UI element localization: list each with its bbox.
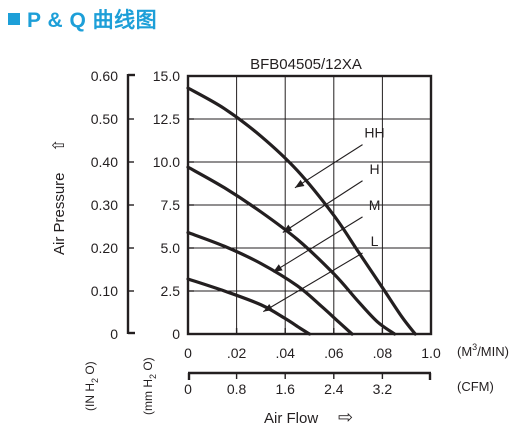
x-cfm-tick-label: 0: [184, 381, 192, 397]
y-in-tick-label: 0.20: [91, 240, 118, 256]
y-axis-title-text: Air Pressure: [51, 172, 68, 255]
y-mm-tick-label: 15.0: [153, 68, 180, 84]
curve-h: [186, 165, 397, 336]
chart-title: BFB04505/12XA: [250, 56, 362, 73]
x-m3-tick-label: 1.0: [421, 345, 441, 361]
curve-label-hh: HH: [364, 125, 384, 141]
callout-arrowhead: [263, 303, 273, 312]
callout-leader: [282, 180, 363, 233]
right-arrow-icon: ⇨: [338, 407, 353, 427]
y-mm-tick-label: 10.0: [153, 154, 180, 170]
x-m3-tick-label: .06: [324, 345, 344, 361]
svg-text:(IN H2 O): (IN H2 O): [83, 361, 100, 411]
x-cfm-tick-label: 2.4: [324, 381, 344, 397]
x-unit-cfm: (CFM): [457, 379, 494, 394]
x-m3-tick-label: .02: [227, 345, 247, 361]
callout-leader: [272, 216, 363, 273]
svg-text:(mm H2 O): (mm H2 O): [141, 357, 158, 415]
up-arrow-icon: ⇧: [51, 139, 68, 152]
y-in-tick-label: 0.10: [91, 283, 118, 299]
x-m3-tick-label: 0: [184, 345, 192, 361]
x-m3-tick-label: .04: [275, 345, 295, 361]
curve-m: [186, 230, 354, 336]
y-mm-tick-label: 7.5: [161, 197, 181, 213]
y-in-tick-label: 0: [110, 326, 118, 342]
y-mm-tick-label: 12.5: [153, 111, 180, 127]
y-in-tick-label: 0.50: [91, 111, 118, 127]
callout-arrowhead: [273, 264, 283, 273]
curves-group: [186, 86, 417, 336]
curve-l: [186, 277, 312, 336]
y-mm-tick-label: 5.0: [161, 240, 181, 256]
x-m3-tick-label: .08: [373, 345, 393, 361]
curve-label-l: L: [371, 233, 379, 249]
callout-leader: [263, 252, 363, 313]
section-header: P & Q 曲线图: [8, 4, 157, 34]
y-mm-tick-label: 2.5: [161, 283, 181, 299]
y-axis-mm-h2o: 0 2.5 5.0 7.5 10.0 12.5 15.0: [153, 68, 194, 342]
callout-arrowhead: [294, 179, 305, 188]
x-axis-cfm: 0 0.8 1.6 2.4 3.2: [184, 371, 432, 397]
x-cfm-tick-label: 3.2: [373, 381, 393, 397]
y-unit-in-h2o: (IN H2 O): [83, 361, 100, 411]
y-unit-mm-h2o: (mm H2 O): [141, 357, 158, 415]
section-title: P & Q 曲线图: [27, 9, 158, 32]
curve-label-h: H: [369, 161, 379, 177]
curve-label-m: M: [369, 197, 381, 213]
y-in-tick-label: 0.60: [91, 68, 118, 84]
y-axis-title: Air Pressure ⇧: [51, 139, 68, 255]
square-bullet-icon: [8, 13, 20, 25]
x-cfm-tick-label: 1.6: [275, 381, 295, 397]
y-axis-in-h2o: 0 0.10 0.20 0.30 0.40 0.50 0.60: [91, 68, 135, 342]
callout-leader: [294, 144, 363, 189]
x-unit-m3-min: (M3/MIN): [457, 342, 509, 359]
curve-hh: [186, 86, 417, 336]
y-mm-tick-label: 0: [172, 326, 180, 342]
callout-arrowhead: [282, 224, 293, 233]
x-axis-title: Air Flow: [264, 410, 318, 427]
x-axis-m3-min: 0 .02 .04 .06 .08 1.0: [184, 328, 441, 361]
x-cfm-tick-label: 0.8: [227, 381, 247, 397]
y-in-tick-label: 0.40: [91, 154, 118, 170]
y-in-tick-label: 0.30: [91, 197, 118, 213]
